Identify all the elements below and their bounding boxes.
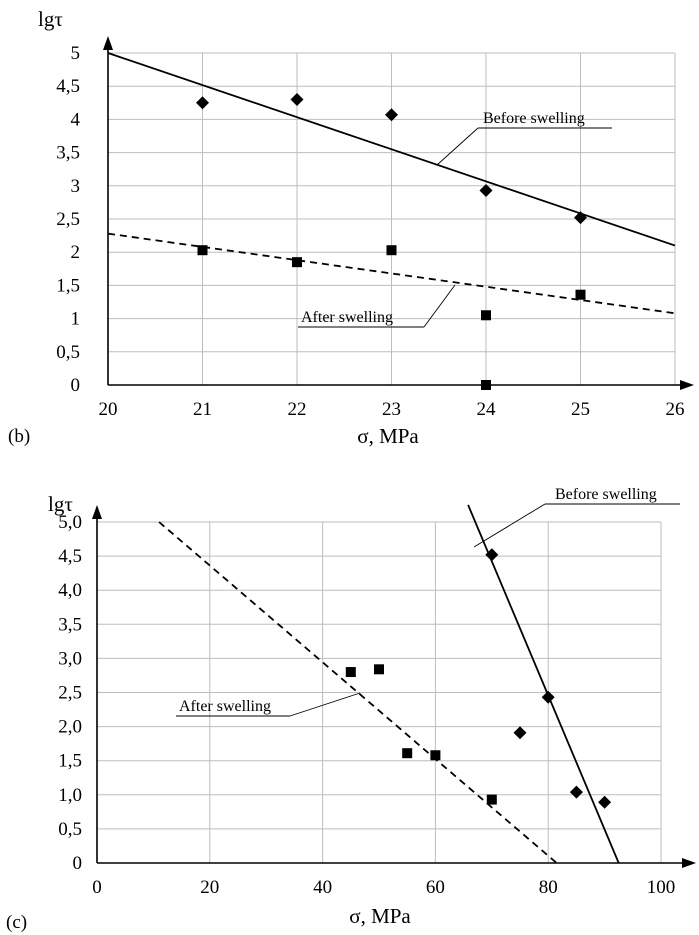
after-swelling-trend-line — [158, 521, 558, 864]
before-swelling-point — [574, 211, 587, 225]
y-tick-label: 2,0 — [58, 717, 82, 738]
before-swelling-callout-leader — [436, 127, 479, 166]
y-tick-label: 0 — [73, 853, 83, 874]
before-swelling-point — [196, 96, 209, 110]
y-tick-label: 4,5 — [58, 546, 82, 567]
y-axis-arrow — [92, 505, 102, 519]
y-axis-arrow — [103, 36, 113, 50]
after-swelling-point — [481, 310, 491, 321]
before-swelling-point — [513, 726, 527, 740]
x-tick-label: 0 — [92, 877, 102, 898]
y-tick-label: 2 — [71, 242, 81, 263]
panel-label: (b) — [8, 426, 30, 447]
grid-layer — [108, 52, 676, 385]
after-swelling-point — [486, 794, 497, 805]
axes-layer — [103, 36, 694, 390]
before-swelling-point — [569, 785, 583, 799]
after-swelling-point — [374, 664, 384, 675]
before-swelling-point — [385, 108, 398, 122]
y-tick-label: 1,0 — [58, 785, 82, 806]
x-tick-label: 20 — [99, 399, 118, 420]
y-tick-label: 1,5 — [58, 751, 82, 772]
before-swelling-point — [598, 795, 612, 809]
after-swelling-callout-leader — [423, 284, 456, 328]
y-axis-label: lgτ — [48, 492, 73, 516]
after-swelling-point — [292, 257, 302, 268]
panel-label: (c) — [6, 912, 27, 933]
x-tick-label: 22 — [288, 399, 307, 420]
x-tick-label: 25 — [571, 399, 590, 420]
after-swelling-point — [197, 245, 208, 256]
points-layer — [196, 92, 587, 390]
before-swelling-callout-leader — [473, 503, 546, 548]
y-tick-label: 2,5 — [56, 209, 80, 230]
x-tick-label: 60 — [426, 877, 445, 898]
after-swelling-point — [386, 245, 397, 256]
x-tick-label: 80 — [539, 877, 558, 898]
x-axis-arrow — [682, 858, 696, 868]
before-swelling-point — [541, 690, 555, 704]
y-tick-label: 3,0 — [58, 648, 82, 669]
after-swelling-point — [345, 667, 356, 678]
x-tick-label: 20 — [200, 877, 219, 898]
x-tick-label: 23 — [382, 399, 401, 420]
y-tick-label: 5,0 — [58, 512, 82, 533]
y-tick-label: 0,5 — [56, 342, 80, 363]
before-swelling-point — [290, 92, 304, 106]
y-tick-label: 3,5 — [56, 143, 80, 164]
y-tick-label: 1,5 — [56, 275, 80, 296]
ticks-layer: 0 20 40 60 80 100 0 0,5 1,0 1,5 2,0 2,5 3,0 3,5 4,0 4,5… — [58, 512, 675, 898]
y-tick-label: 2,5 — [58, 683, 82, 704]
before-swelling-trend-line — [467, 504, 620, 864]
before-swelling-label: Before swelling — [555, 486, 657, 503]
points-layer — [345, 548, 612, 809]
before-swelling-label: Before swelling — [483, 110, 585, 127]
after-swelling-point — [575, 289, 586, 300]
y-tick-label: 4 — [71, 109, 81, 130]
y-tick-label: 1 — [71, 309, 81, 330]
before-swelling-point — [479, 183, 493, 197]
x-tick-label: 26 — [666, 399, 685, 420]
y-tick-label: 5 — [71, 43, 81, 64]
axes-layer — [92, 505, 696, 868]
y-tick-label: 0,5 — [58, 819, 82, 840]
ticks-layer: 20 21 22 23 24 25 26 0 0,5 1 1,5 2 2,5 3 3,5 4 4,5 5 — [56, 43, 684, 420]
chart-panel-c: 0 20 40 60 80 100 0 0,5 1,0 1,5 2,0 2,5 3,0 3,5 4,0 4,5… — [6, 486, 696, 933]
y-tick-label: 3 — [71, 176, 81, 197]
x-axis-arrow — [680, 380, 694, 390]
y-axis-label: lgτ — [38, 7, 63, 31]
after-swelling-callout-leader — [289, 692, 361, 717]
y-tick-label: 4,0 — [58, 580, 82, 601]
after-swelling-label: After swelling — [301, 309, 393, 326]
x-axis-label: σ, MPa — [349, 904, 411, 928]
grid-layer — [97, 521, 662, 863]
after-swelling-point — [402, 748, 413, 759]
x-axis-label: σ, MPa — [357, 424, 419, 448]
x-tick-label: 40 — [313, 877, 332, 898]
y-tick-label: 0 — [71, 375, 81, 396]
before-swelling-point — [485, 548, 499, 562]
after-swelling-point — [430, 750, 441, 761]
x-tick-label: 21 — [193, 399, 212, 420]
x-tick-label: 24 — [477, 399, 497, 420]
trend-layer — [158, 504, 620, 864]
after-swelling-label: After swelling — [179, 698, 271, 715]
y-tick-label: 4,5 — [56, 76, 80, 97]
x-tick-label: 100 — [647, 877, 676, 898]
after-swelling-point — [481, 380, 491, 390]
y-tick-label: 3,5 — [58, 614, 82, 635]
